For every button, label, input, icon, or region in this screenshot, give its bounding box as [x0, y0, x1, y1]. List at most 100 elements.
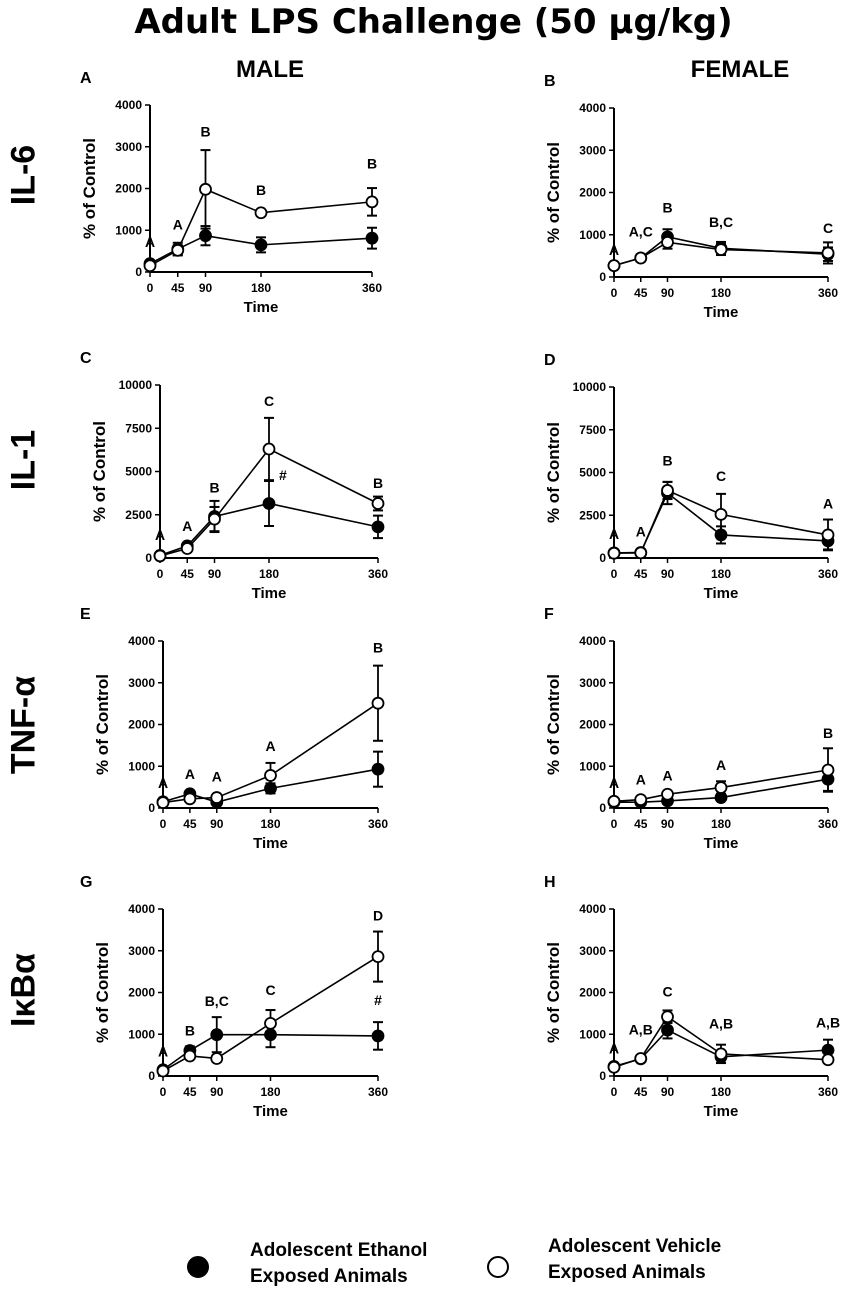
annotation-a-1: A — [173, 216, 183, 232]
y-tick-label-d-2: 5000 — [579, 466, 606, 480]
annotation-c-2: B — [209, 479, 219, 495]
y-tick-label-d-4: 10000 — [573, 380, 607, 394]
y-tick-label-b-1: 1000 — [579, 228, 606, 242]
y-axis-label-a: % of Control — [80, 138, 99, 239]
y-tick-label-f-4: 4000 — [579, 634, 606, 648]
x-tick-label-g-3: 180 — [260, 1085, 280, 1099]
data-point-vehicle-b-1 — [634, 251, 648, 265]
y-tick-label-b-0: 0 — [599, 270, 606, 284]
data-point-vehicle-e-2 — [210, 791, 224, 804]
annotation-c-5: # — [279, 467, 287, 483]
data-point-vehicle-a-3 — [254, 206, 268, 220]
y-tick-label-e-4: 4000 — [128, 634, 155, 648]
data-point-vehicle-c-4 — [371, 497, 385, 510]
x-tick-label-e-2: 90 — [210, 817, 224, 831]
x-tick-label-g-1: 45 — [183, 1085, 197, 1099]
x-tick-label-c-0: 0 — [157, 567, 164, 581]
y-tick-label-a-3: 3000 — [115, 140, 142, 154]
annotation-b-2: B — [662, 199, 672, 215]
y-tick-label-d-1: 2500 — [579, 508, 606, 522]
data-point-ethanol-e-3 — [264, 781, 277, 795]
y-axis-label-f: % of Control — [544, 674, 563, 775]
data-point-vehicle-e-4 — [371, 696, 385, 710]
data-point-ethanol-a-4 — [365, 231, 379, 245]
annotation-g-2: B,C — [205, 993, 229, 1009]
annotation-h-4: A,B — [816, 1015, 840, 1031]
x-tick-label-g-2: 90 — [210, 1085, 224, 1099]
data-point-ethanol-g-3 — [264, 1028, 277, 1042]
data-point-vehicle-d-3 — [714, 507, 728, 521]
x-tick-label-c-4: 360 — [368, 567, 388, 581]
data-point-vehicle-a-2 — [199, 182, 212, 196]
y-axis-label-c: % of Control — [90, 421, 109, 522]
y-axis-label-h: % of Control — [544, 942, 563, 1043]
y-tick-label-c-4: 10000 — [119, 378, 153, 392]
annotation-f-1: A — [636, 772, 646, 788]
x-tick-label-a-3: 180 — [251, 281, 271, 295]
y-tick-label-a-2: 2000 — [115, 182, 142, 196]
x-tick-label-a-1: 45 — [171, 281, 185, 295]
y-tick-label-f-0: 0 — [599, 801, 606, 815]
x-axis-label-h: Time — [704, 1103, 739, 1120]
data-point-ethanol-c-4 — [371, 520, 385, 534]
panel-b: B 0 1000 2000 3000 4000 0 45 90 180 360 Time % of Co… — [544, 73, 838, 321]
annotation-d-2: B — [662, 453, 672, 469]
x-tick-label-a-4: 360 — [362, 281, 382, 295]
annotation-c-1: A — [182, 518, 192, 534]
data-point-vehicle-c-0 — [153, 549, 167, 563]
annotation-h-0: A — [609, 1040, 619, 1056]
x-axis-label-c: Time — [252, 585, 287, 602]
y-tick-label-b-3: 3000 — [579, 143, 606, 157]
x-axis-label-e: Time — [253, 835, 288, 852]
y-tick-label-d-3: 7500 — [579, 423, 606, 437]
annotation-a-4: B — [367, 155, 377, 171]
annotation-g-3: C — [265, 982, 275, 998]
x-tick-label-e-3: 180 — [260, 817, 280, 831]
annotation-e-2: A — [212, 768, 222, 784]
x-tick-label-f-4: 360 — [818, 817, 838, 831]
x-tick-label-f-1: 45 — [634, 817, 648, 831]
legend-vehicle-line2: Exposed Animals — [548, 1262, 706, 1283]
panel-d: D 0 2500 5000 7500 10000 0 45 90 180 360 Time % of C… — [544, 352, 838, 602]
y-tick-label-e-0: 0 — [148, 801, 155, 815]
annotation-g-1: B — [185, 1023, 195, 1039]
data-point-vehicle-d-2 — [661, 484, 674, 497]
y-tick-label-d-0: 0 — [599, 551, 606, 565]
x-tick-label-a-0: 0 — [147, 281, 154, 295]
annotation-d-4: A — [823, 495, 833, 511]
annotation-b-0: A — [609, 242, 619, 258]
data-point-vehicle-c-3 — [262, 442, 276, 456]
x-axis-label-f: Time — [704, 835, 739, 852]
data-point-vehicle-h-1 — [634, 1052, 648, 1065]
data-point-vehicle-f-3 — [714, 781, 728, 794]
y-tick-label-a-0: 0 — [135, 265, 142, 279]
column-header-male: MALE — [236, 56, 304, 83]
data-point-vehicle-e-0 — [156, 796, 170, 809]
x-tick-label-d-2: 90 — [661, 567, 675, 581]
data-point-ethanol-d-3 — [714, 528, 728, 542]
annotation-h-2: C — [662, 984, 672, 1000]
y-tick-label-b-4: 4000 — [579, 101, 606, 115]
legend-vehicle-line1: Adolescent Vehicle — [548, 1236, 722, 1257]
figure-title: Adult LPS Challenge (50 μg/kg) — [134, 2, 733, 42]
data-point-ethanol-g-2 — [210, 1028, 224, 1042]
data-point-vehicle-b-2 — [661, 235, 674, 249]
data-point-vehicle-f-0 — [607, 794, 621, 808]
data-point-vehicle-g-3 — [264, 1016, 277, 1030]
annotation-c-3: C — [264, 393, 274, 409]
y-tick-label-e-3: 3000 — [128, 676, 155, 690]
x-tick-label-c-1: 45 — [181, 567, 195, 581]
panel-h: H 0 1000 2000 3000 4000 0 45 90 180 360 Time % of Co… — [544, 874, 840, 1120]
y-tick-label-g-1: 1000 — [128, 1027, 155, 1041]
data-point-vehicle-h-0 — [607, 1060, 621, 1074]
data-point-vehicle-d-1 — [634, 546, 648, 560]
x-tick-label-f-3: 180 — [711, 817, 731, 831]
x-tick-label-d-3: 180 — [711, 567, 731, 581]
data-point-vehicle-b-3 — [714, 243, 728, 256]
y-tick-label-f-2: 2000 — [579, 718, 606, 732]
annotation-b-1: A,C — [629, 223, 653, 239]
data-point-vehicle-h-4 — [821, 1053, 835, 1067]
panel-letter-b: B — [544, 73, 556, 90]
data-point-vehicle-h-3 — [714, 1047, 728, 1061]
data-point-ethanol-c-3 — [262, 497, 276, 510]
